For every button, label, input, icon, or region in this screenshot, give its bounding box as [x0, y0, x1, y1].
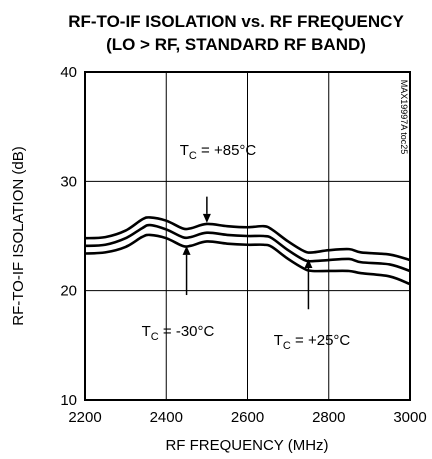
annotation-label: TC = +25°C [274, 332, 351, 352]
series-layer [84, 216, 411, 286]
annotation-arrowhead [304, 258, 313, 268]
y-axis-label: RF-TO-IF ISOLATION (dB) [10, 146, 27, 325]
chart-subtitle: (LO > RF, STANDARD RF BAND) [106, 35, 366, 54]
annotation-label: TC = -30°C [142, 323, 215, 343]
x-tick-label: 2400 [150, 409, 183, 426]
annotation-label: TC = +85°C [180, 142, 257, 162]
x-axis-label: RF FREQUENCY (MHz) [165, 437, 328, 454]
series-line-3 [84, 233, 411, 286]
x-tick-label: 2800 [312, 409, 345, 426]
plot-frame [84, 71, 411, 401]
y-tick-label: 40 [60, 64, 77, 81]
x-tick-label: 2200 [68, 409, 101, 426]
annotation-arrowhead [182, 245, 191, 255]
tick-labels: 2200 2400 2600 2800 3000 10 20 30 40 [60, 64, 426, 426]
series-line-2 [84, 223, 411, 273]
series-line-1 [84, 216, 411, 262]
grid [85, 72, 410, 400]
x-tick-label: 2600 [231, 409, 264, 426]
y-tick-label: 10 [60, 392, 77, 409]
annotations: TC = +85°C TC = -30°C TC = +25°C [142, 142, 351, 352]
chart-title: RF-TO-IF ISOLATION vs. RF FREQUENCY [68, 12, 404, 31]
y-tick-label: 20 [60, 283, 77, 300]
annotation-arrowhead [202, 213, 211, 223]
x-tick-label: 3000 [393, 409, 426, 426]
y-tick-label: 30 [60, 173, 77, 190]
chart-code: MAX19997A toc25 [399, 80, 409, 155]
